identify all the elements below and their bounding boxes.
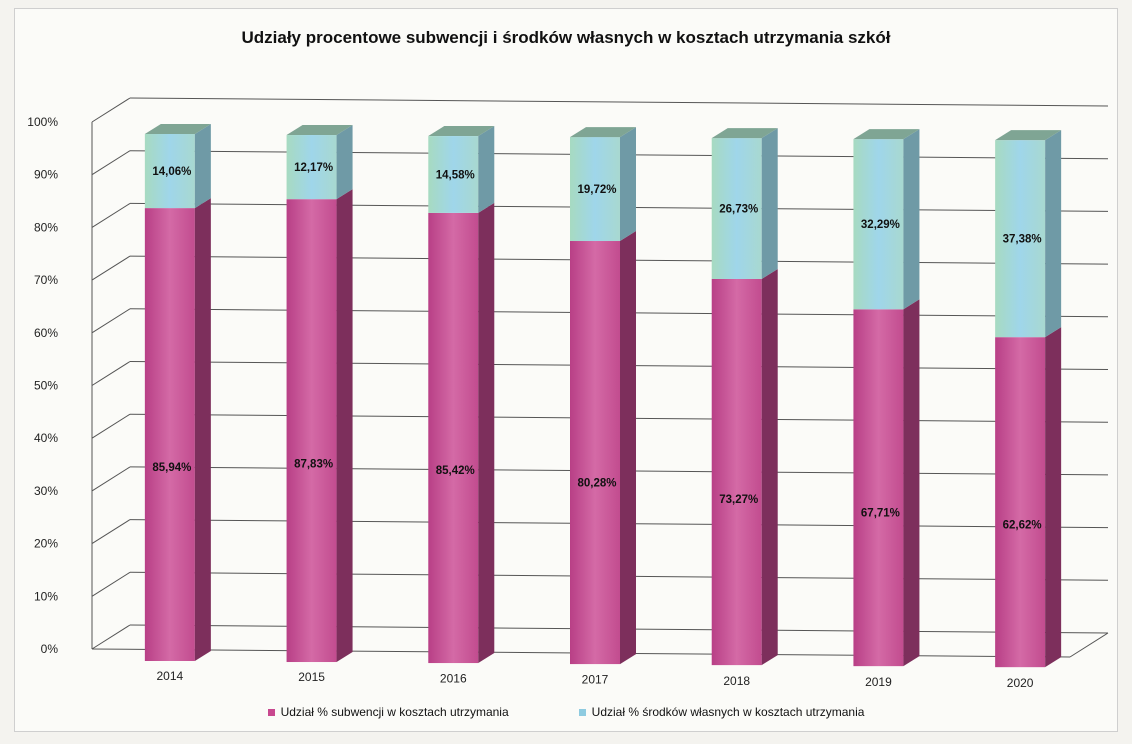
bar-subwencje-2020 bbox=[995, 337, 1046, 668]
legend-item-subwencje: Udział % subwencji w kosztach utrzymania bbox=[267, 705, 509, 719]
y-tick-label: 40% bbox=[34, 431, 58, 445]
bar-side-subwencje-2019 bbox=[903, 299, 920, 667]
bar-srodki-2019 bbox=[853, 139, 904, 310]
gridline-side bbox=[91, 150, 131, 176]
x-tick-label: 2019 bbox=[865, 675, 892, 689]
x-tick-label: 2017 bbox=[582, 673, 609, 687]
bar-side-srodki-2018 bbox=[761, 128, 778, 279]
y-tick-label: 20% bbox=[34, 537, 58, 551]
y-tick-label: 30% bbox=[34, 484, 58, 498]
x-tick-label: 2016 bbox=[440, 671, 467, 685]
data-label: 80,28% bbox=[577, 477, 616, 489]
x-tick-label: 2018 bbox=[723, 674, 750, 688]
bar-subwencje-2019 bbox=[853, 309, 904, 667]
bar-subwencje-2015 bbox=[286, 199, 337, 663]
gridline bbox=[129, 97, 1109, 107]
chart-title: Udziały procentowe subwencji i środków w… bbox=[241, 28, 891, 47]
gridline-side bbox=[91, 202, 131, 228]
data-label: 26,73% bbox=[719, 204, 758, 216]
x-tick-label: 2020 bbox=[1007, 676, 1034, 690]
legend-item-srodki-wlasne: Udział % środków własnych w kosztach utr… bbox=[578, 705, 865, 719]
y-tick-label: 10% bbox=[34, 589, 58, 603]
gridline-side bbox=[91, 308, 131, 334]
gridline-side bbox=[91, 624, 131, 650]
bar-side-srodki-2017 bbox=[620, 127, 636, 242]
bar-side-srodki-2019 bbox=[903, 129, 920, 310]
bar-top-2020 bbox=[995, 130, 1062, 141]
y-tick-label: 0% bbox=[41, 642, 59, 656]
data-label: 85,94% bbox=[152, 462, 191, 474]
legend-label-subwencje: Udział % subwencji w kosztach utrzymania bbox=[280, 705, 509, 719]
bar-side-subwencje-2016 bbox=[478, 202, 495, 664]
bar-top-2016 bbox=[428, 126, 495, 137]
y-tick-label: 100% bbox=[27, 115, 58, 129]
y-tick-label: 70% bbox=[34, 273, 58, 287]
data-label: 85,42% bbox=[436, 465, 475, 477]
gridline-side bbox=[91, 466, 131, 492]
gridline-side bbox=[91, 361, 131, 386]
bar-srodki-2014 bbox=[144, 134, 195, 209]
floor-side-edge bbox=[1069, 632, 1109, 658]
bar-top-2019 bbox=[853, 129, 920, 140]
y-tick-label: 60% bbox=[34, 326, 58, 340]
bar-side-subwencje-2017 bbox=[620, 231, 636, 665]
data-label: 87,83% bbox=[294, 459, 333, 471]
bar-side-srodki-2016 bbox=[478, 126, 495, 213]
y-tick-label: 80% bbox=[34, 220, 58, 234]
data-label: 14,06% bbox=[152, 166, 191, 178]
bar-side-subwencje-2015 bbox=[336, 189, 353, 663]
bar-top-2018 bbox=[711, 128, 778, 139]
data-label: 67,71% bbox=[861, 507, 900, 519]
legend-label-srodki-wlasne: Udział % środków własnych w kosztach utr… bbox=[591, 705, 865, 719]
data-label: 37,38% bbox=[1003, 234, 1042, 246]
bar-side-subwencje-2020 bbox=[1045, 327, 1062, 668]
y-tick-label: 90% bbox=[34, 168, 58, 182]
bar-side-srodki-2020 bbox=[1045, 130, 1062, 338]
legend: Udział % subwencji w kosztach utrzymania… bbox=[0, 705, 1132, 719]
bar-subwencje-2017 bbox=[570, 241, 620, 665]
gridline-side bbox=[91, 97, 131, 123]
gridline-side bbox=[91, 571, 131, 597]
bar-subwencje-2016 bbox=[428, 212, 479, 664]
bar-srodki-2018 bbox=[711, 138, 762, 279]
bar-side-srodki-2014 bbox=[194, 124, 211, 209]
gridline-side bbox=[91, 519, 131, 545]
data-label: 32,29% bbox=[861, 219, 900, 231]
bar-side-subwencje-2014 bbox=[194, 198, 211, 662]
data-label: 73,27% bbox=[719, 494, 758, 506]
bar-side-subwencje-2018 bbox=[761, 268, 778, 666]
legend-swatch-subwencje bbox=[267, 708, 275, 716]
x-tick-label: 2015 bbox=[298, 670, 325, 684]
bar-top-2014 bbox=[144, 124, 211, 134]
bar-side-srodki-2015 bbox=[336, 125, 353, 200]
gridline-side bbox=[91, 413, 131, 439]
y-tick-label: 50% bbox=[34, 379, 58, 393]
data-label: 19,72% bbox=[577, 184, 616, 196]
data-label: 14,58% bbox=[436, 169, 475, 181]
bar-top-2015 bbox=[286, 125, 353, 136]
bar-srodki-2016 bbox=[428, 136, 479, 213]
bar-subwencje-2018 bbox=[711, 278, 762, 666]
legend-swatch-srodki-wlasne bbox=[578, 708, 586, 716]
x-tick-label: 2014 bbox=[157, 669, 184, 683]
bar-srodki-2015 bbox=[286, 135, 337, 200]
bar-srodki-2017 bbox=[570, 137, 620, 242]
gridline-side bbox=[91, 255, 131, 281]
bar-subwencje-2014 bbox=[144, 208, 195, 662]
data-label: 62,62% bbox=[1003, 520, 1042, 532]
bar-srodki-2020 bbox=[995, 140, 1046, 338]
bar-top-2017 bbox=[570, 127, 636, 138]
data-label: 12,17% bbox=[294, 162, 333, 174]
